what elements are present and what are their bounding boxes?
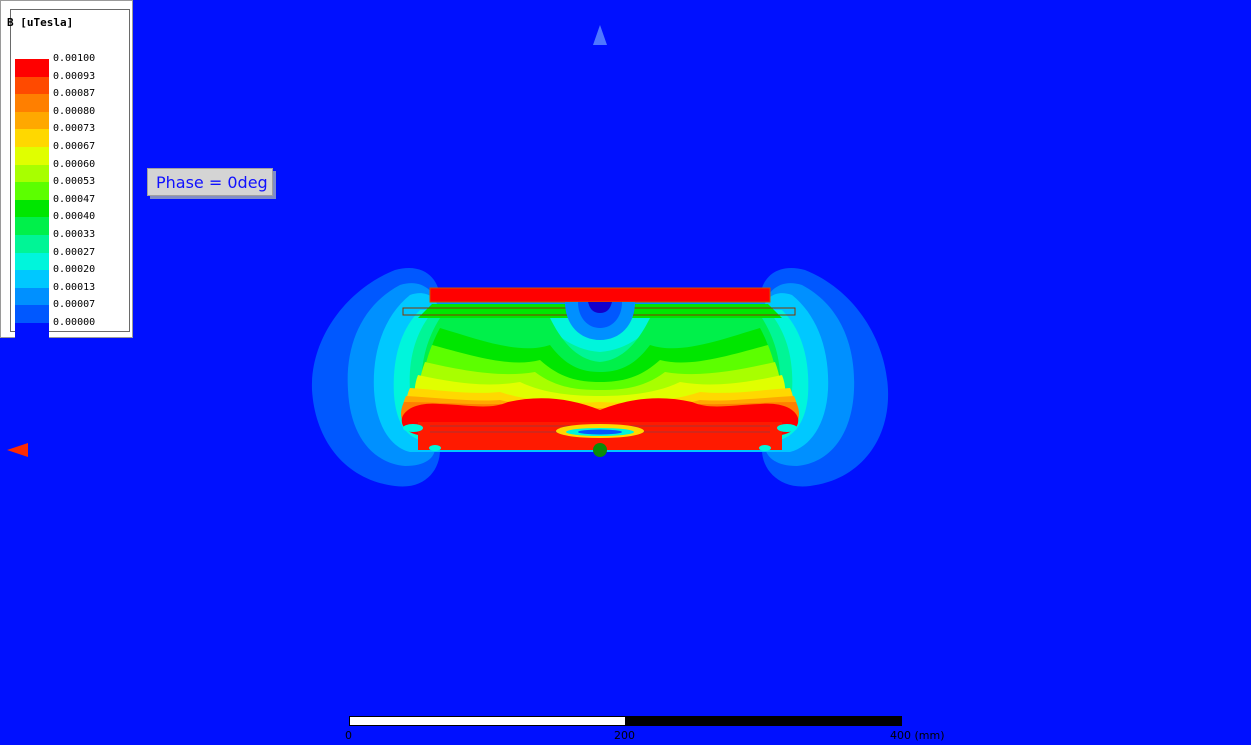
- axis-z-arrow-icon: [593, 25, 607, 45]
- edge-hotspot-left-2: [429, 445, 441, 451]
- legend-row: 0.00093: [15, 71, 125, 95]
- legend-row: 0.00100: [15, 53, 125, 77]
- edge-hotspot-left: [403, 424, 423, 432]
- legend-row: 0.00007: [15, 299, 125, 323]
- legend-rows: 0.00100 0.00093 0.00087 0.00080 0.00073 0.000…: [15, 53, 125, 341]
- scale-bar-white: [349, 716, 626, 726]
- legend-swatch: [15, 76, 49, 95]
- legend-value: 0.00067: [53, 140, 96, 152]
- legend-value: 0.00007: [53, 299, 96, 311]
- legend-frame: [10, 9, 130, 332]
- legend-row: 0.00020: [15, 264, 125, 288]
- coil-hotspot-core: [578, 429, 622, 435]
- legend-value: 0.00073: [53, 123, 96, 135]
- legend-value: 0.00020: [53, 264, 96, 276]
- scale-label-400: 400 (mm): [890, 729, 945, 742]
- legend-swatch: [15, 287, 49, 306]
- legend-value: 0.00080: [53, 105, 96, 117]
- legend-swatch: [15, 234, 49, 253]
- legend-value: 0.00100: [53, 53, 96, 64]
- legend-swatch: [15, 59, 49, 77]
- legend-value: 0.00040: [53, 211, 96, 223]
- field-bowl-inner: [578, 302, 622, 328]
- legend-value: 0.00013: [53, 281, 96, 293]
- legend-value: 0.00047: [53, 193, 96, 205]
- legend-row: 0.00027: [15, 247, 125, 271]
- legend-row: 0.00067: [15, 141, 125, 165]
- legend-row: 0.00047: [15, 194, 125, 218]
- scale-label-200: 200: [614, 729, 635, 742]
- legend-title: B [uTesla]: [7, 16, 74, 29]
- legend-row: 0.00080: [15, 106, 125, 130]
- edge-hotspot-right: [777, 424, 797, 432]
- legend-value: 0.00033: [53, 228, 96, 240]
- legend-panel: B [uTesla] 0.00100 0.00093 0.00087 0.00080 0…: [0, 0, 133, 341]
- legend-swatch: [15, 129, 49, 147]
- legend-value: 0.00027: [53, 246, 96, 258]
- legend-value: 0.00093: [53, 70, 96, 82]
- origin-marker-icon: [593, 443, 607, 457]
- legend-swatch: [15, 270, 49, 288]
- legend-swatch: [15, 252, 49, 271]
- legend-row: 0.00073: [15, 123, 125, 147]
- axis-x-arrow-icon: [7, 443, 28, 457]
- legend-swatch: [15, 146, 49, 165]
- legend-value: 0.00053: [53, 176, 96, 188]
- legend-swatch: [15, 182, 49, 200]
- scale-bar: [349, 716, 902, 726]
- legend-swatch: [15, 305, 49, 323]
- legend-row: 0.00053: [15, 176, 125, 200]
- legend-row: 0.00040: [15, 211, 125, 235]
- legend-value: 0.00087: [53, 88, 96, 100]
- legend-swatch: [15, 94, 49, 112]
- legend-row: 0.00087: [15, 88, 125, 112]
- field-bowl-core: [588, 302, 612, 313]
- legend-row: 0.00013: [15, 282, 125, 306]
- legend-swatch: [15, 217, 49, 235]
- upper-plate: [429, 287, 771, 303]
- scale-label-0: 0: [345, 729, 352, 742]
- scale-bar-black: [626, 716, 902, 726]
- edge-hotspot-right-2: [759, 445, 771, 451]
- phase-label: Phase = 0deg: [147, 168, 273, 196]
- legend-swatch: [15, 199, 49, 218]
- legend-row: 0.00033: [15, 229, 125, 253]
- legend-swatch: [15, 164, 49, 183]
- legend-value: 0.00060: [53, 158, 96, 170]
- legend-value: 0.00000: [53, 316, 96, 328]
- legend-row: 0.00000: [15, 317, 125, 341]
- legend-swatch: [15, 322, 49, 341]
- legend-swatch: [15, 111, 49, 130]
- legend-row: 0.00060: [15, 159, 125, 183]
